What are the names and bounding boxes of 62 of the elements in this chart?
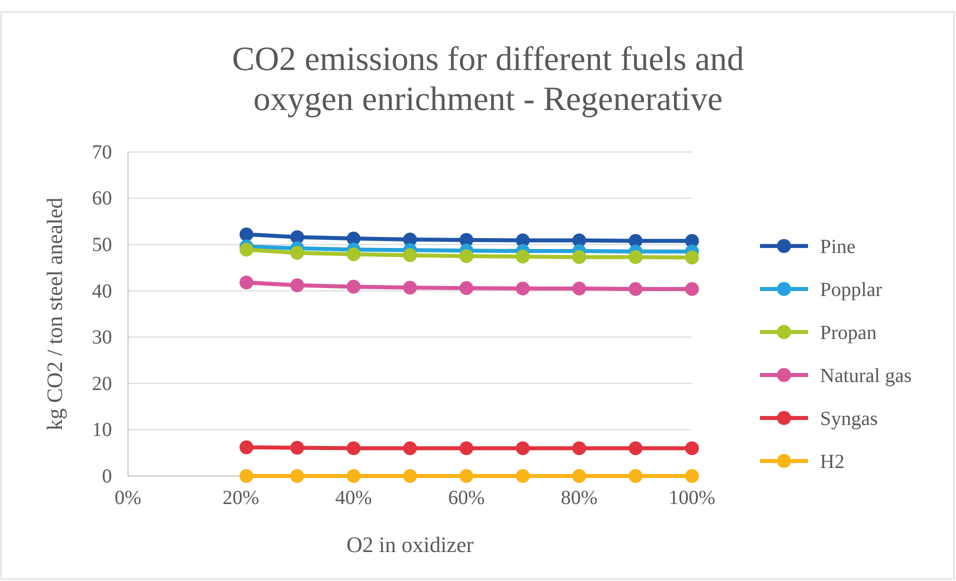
x-axis-title: O2 in oxidizer [346,532,474,557]
point [572,469,586,483]
point [290,440,304,455]
point [685,282,699,296]
point [459,441,474,456]
point [290,246,304,260]
point [628,469,643,483]
y-tick-label: 20 [92,372,112,395]
legend-label: Propan [820,322,877,344]
y-axis-title: kg CO2 / ton steel anealed [42,198,67,430]
point [403,469,417,483]
point [685,250,699,264]
point [346,441,361,456]
point [459,281,474,295]
legend-label: Natural gas [820,365,912,387]
point [403,441,417,456]
point [685,469,699,483]
x-tick-label: 60% [448,487,485,510]
point [572,250,586,264]
point [346,280,361,294]
point [459,469,474,483]
point [459,249,474,264]
point [346,469,361,483]
point [516,282,530,296]
legend-label: Popplar [820,279,883,301]
y-tick-label: 10 [92,419,112,442]
legend-label: Pine [820,236,856,258]
x-tick-label: 0% [114,487,142,510]
y-tick-label: 70 [92,141,112,164]
x-tick-label: 40% [335,487,372,510]
point [628,250,643,264]
point [572,441,586,456]
legend-label: Syngas [820,408,878,430]
x-tick-label: 100% [668,487,716,510]
point [240,276,254,290]
y-tick-label: 40 [92,280,112,302]
point [572,282,586,296]
x-tick-label: 80% [560,487,598,510]
y-tick-label: 0 [102,465,112,488]
point [240,440,254,454]
point [516,441,530,456]
point [628,282,643,296]
point [685,441,699,456]
point [403,280,417,295]
point [516,250,530,264]
point [290,278,304,292]
y-tick-label: 50 [92,234,112,256]
point [403,248,417,262]
point [346,232,361,246]
point [290,469,304,483]
legend-label: H2 [820,451,844,473]
point [516,469,530,483]
point [290,230,304,244]
point [346,247,361,262]
x-tick-label: 20% [222,487,260,510]
point [240,242,254,257]
y-tick-label: 30 [92,326,112,349]
chart-title: CO2 emissions for different fuels and oxygen enrichment - Regenerative [232,41,744,118]
point [240,227,254,242]
y-tick-label: 60 [92,188,112,210]
point [628,441,643,456]
point [240,469,254,483]
